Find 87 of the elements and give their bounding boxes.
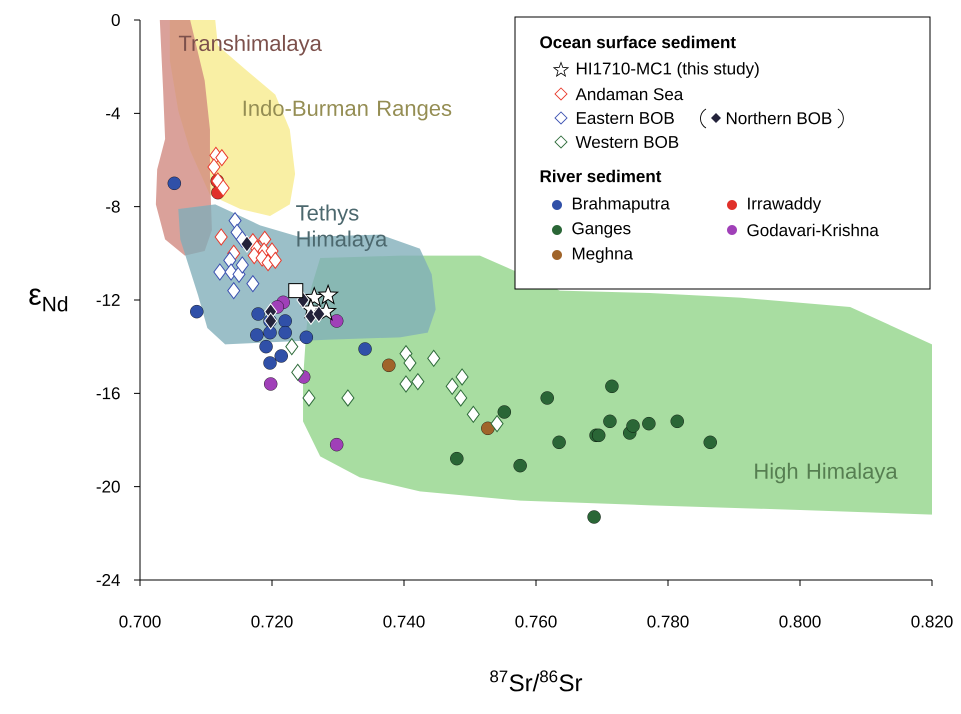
point [670,414,684,428]
legend-label: Western BOB [576,136,678,148]
x-tick-label: 0.760 [515,616,557,628]
point [450,452,464,466]
point [490,415,504,432]
x-tick-label: 0.780 [647,616,689,628]
legend-label: Brahmaputra [572,197,670,213]
x-tick-label: 0.720 [251,616,293,628]
point [251,307,265,321]
y-axis-title: ε$_{Nd}$ [29,288,68,312]
point [263,356,277,370]
point [264,377,278,391]
point [382,358,396,372]
point [403,354,416,372]
point [215,149,228,166]
point [427,350,440,367]
point [341,389,354,406]
point [330,314,344,328]
legend-label: Godavari-Krishna [747,224,879,236]
point [300,330,314,344]
y-tick-label: 0 [112,14,120,26]
x-axis-title: $^{87}$Sr/$^{86}$Sr [490,670,582,692]
y-tick-label: -4 [106,107,120,120]
series-label: Indo-Burman Ranges [244,100,452,120]
point [268,252,282,269]
point [454,389,468,406]
point [498,405,512,419]
point [274,349,288,363]
point [259,340,273,354]
point [411,373,424,390]
point [540,391,554,405]
point [190,304,204,318]
y-tick-label: -8 [106,200,120,213]
point [278,326,292,340]
x-tick-label: 0.820 [911,616,953,628]
point [358,342,372,356]
legend-label: Irrawaddy [748,197,822,213]
point [207,158,220,176]
point [399,375,412,392]
point [603,414,617,428]
point [456,368,469,386]
point [626,419,640,433]
legend-label: Meghna [572,247,633,263]
legend-label: HI1710-MC1 (this study) [576,62,759,78]
point [228,212,242,230]
point [592,428,606,442]
y-tick-label: -12 [96,294,120,306]
point [446,378,459,395]
x-tick-label: 0.800 [779,616,821,628]
annotation: Ocean surface sediment [540,36,736,48]
point [246,275,260,292]
point [605,380,619,394]
point [513,458,527,472]
point [263,326,277,340]
x-tick-label: 0.740 [383,616,425,628]
legend-label: Andaman Sea [576,88,684,100]
point [302,389,316,406]
point [168,176,182,190]
point [330,438,344,452]
y-tick-label: -24 [96,574,120,586]
point [236,256,249,274]
point [312,305,326,322]
legend-label: Eastern BOB [576,112,674,124]
legend-label: Ganges [572,222,630,238]
point [213,263,226,280]
point [240,235,254,252]
point [227,282,240,300]
point [214,228,228,246]
point [587,510,601,524]
legend-label: Northern BOB [726,112,832,124]
annotation: River sediment [540,170,662,182]
y-tick-label: -20 [96,480,120,493]
point [552,436,566,450]
point [291,364,304,381]
point [642,416,656,430]
point [288,283,304,298]
point [466,406,480,423]
point [278,314,292,328]
series-label: Tethys Himalaya [296,204,388,251]
y-tick-label: -16 [96,387,120,400]
point [250,328,264,342]
point [216,179,230,196]
series-label: High Himalaya [755,462,898,484]
point [481,422,495,436]
point [318,284,338,304]
x-tick-label: 0.700 [119,616,161,628]
point [704,436,717,450]
